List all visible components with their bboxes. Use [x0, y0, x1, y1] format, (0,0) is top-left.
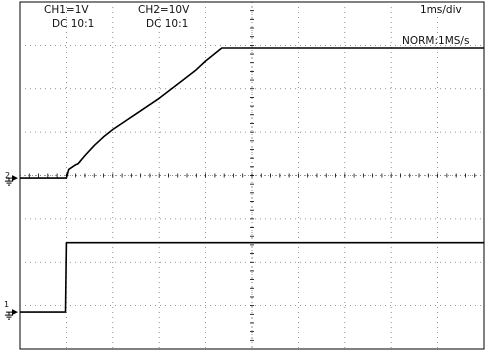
ch2-ground-number: 2: [5, 171, 11, 180]
ch2-scale-label: CH2=10V: [138, 4, 190, 16]
ch1-coupling-label: DC 10:1: [52, 18, 95, 30]
trace-ch1: [20, 241, 484, 313]
ch1-ground-number: 1: [4, 300, 10, 309]
acquisition-mode-label: NORM:1MS/s: [402, 35, 470, 47]
ground-markers: [5, 175, 18, 320]
ch2-coupling-label: DC 10:1: [146, 18, 189, 30]
graticule: [19, 1, 485, 350]
trace-ch2: [20, 47, 484, 179]
timebase-label: 1ms/div: [420, 4, 462, 16]
ground-marker-ch2-icon: [5, 175, 18, 186]
traces: [20, 47, 484, 313]
ground-marker-ch1-icon: [5, 309, 18, 320]
ch1-scale-label: CH1=1V: [44, 4, 89, 16]
